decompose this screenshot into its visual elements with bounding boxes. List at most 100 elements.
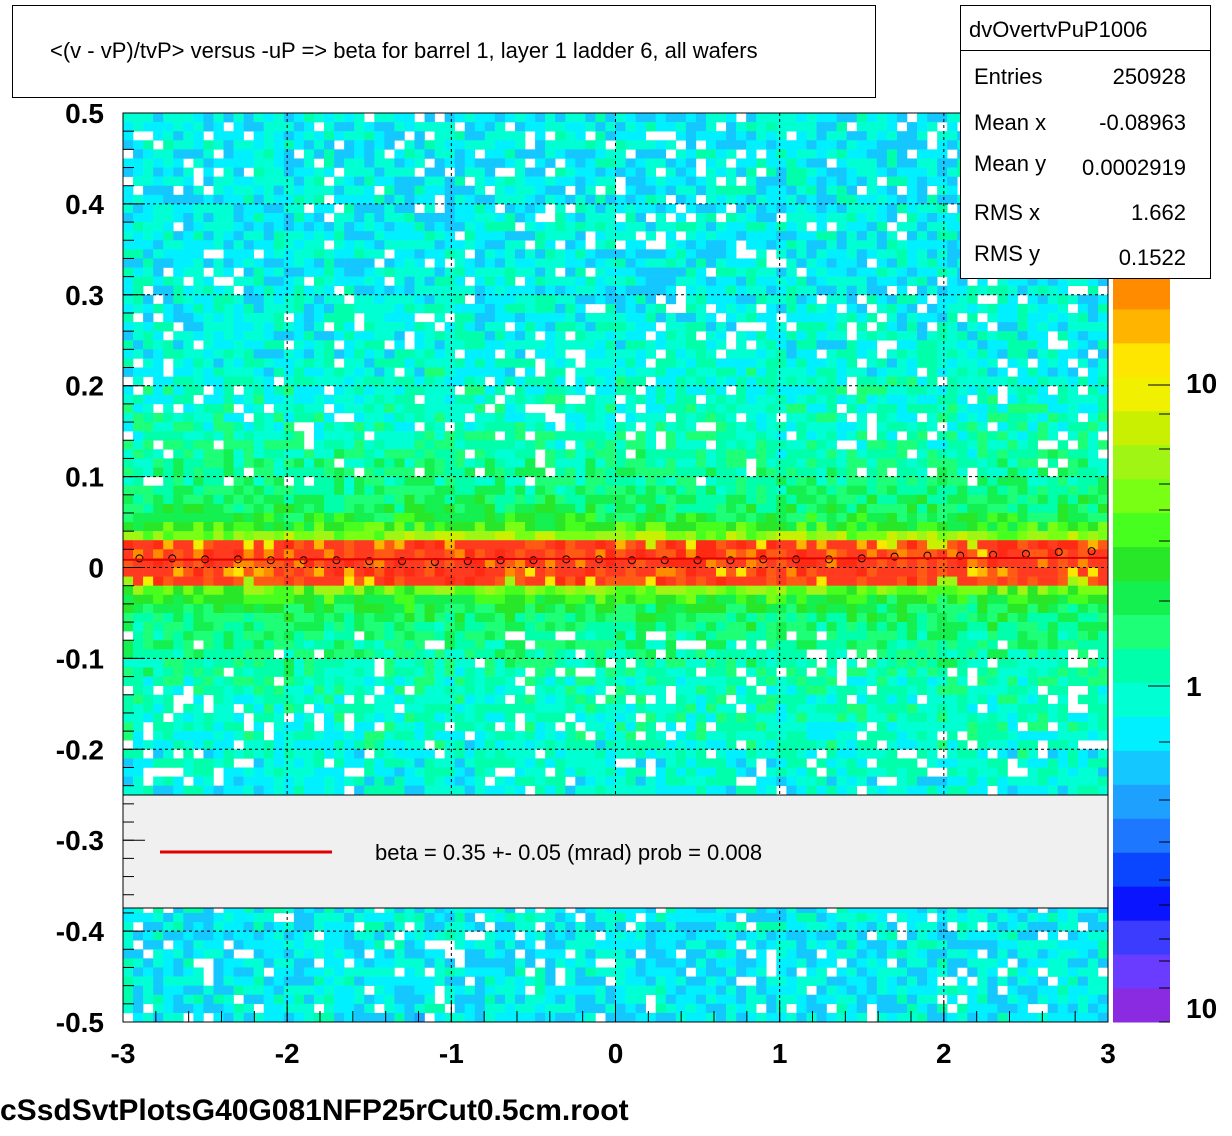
heatmap-cell	[123, 240, 134, 250]
heatmap-cell	[1037, 276, 1048, 287]
heatmap-cell	[917, 440, 928, 450]
heatmap-cell	[927, 267, 938, 277]
heatmap-cell	[826, 449, 837, 459]
heatmap-cell	[685, 440, 697, 450]
heatmap-cell	[977, 376, 988, 386]
heatmap-cell	[263, 431, 275, 441]
heatmap-cell	[826, 549, 837, 559]
heatmap-cell	[133, 258, 144, 268]
heatmap-cell	[625, 503, 636, 514]
heatmap-cell	[243, 349, 254, 359]
heatmap-cell	[474, 594, 486, 605]
heatmap-cell	[474, 403, 486, 414]
heatmap-cell	[525, 440, 536, 450]
heatmap-cell	[253, 540, 265, 550]
heatmap-cell	[836, 258, 847, 268]
heatmap-cell	[655, 276, 667, 287]
heatmap-cell	[404, 158, 415, 168]
heatmap-cell	[685, 431, 697, 441]
heatmap-cell	[474, 585, 486, 596]
heatmap-cell	[374, 122, 385, 132]
heatmap-cell	[886, 303, 898, 314]
heatmap-cell	[494, 212, 506, 223]
heatmap-cell	[1017, 522, 1028, 532]
heatmap-cell	[444, 558, 455, 568]
heatmap-cell	[263, 394, 275, 405]
heatmap-cell	[927, 212, 938, 223]
heatmap-cell	[695, 358, 707, 368]
heatmap-cell	[263, 158, 275, 168]
heatmap-cell	[595, 485, 606, 496]
heatmap-cell	[615, 585, 626, 596]
heatmap-cell	[645, 485, 656, 496]
heatmap-cell	[273, 267, 285, 277]
heatmap-cell	[514, 576, 526, 586]
heatmap-cell	[545, 349, 556, 359]
heatmap-cell	[444, 149, 455, 159]
heatmap-cell	[504, 312, 516, 323]
heatmap-cell	[354, 349, 365, 359]
heatmap-cell	[514, 312, 526, 323]
heatmap-cell	[565, 585, 576, 596]
heatmap-cell	[876, 476, 888, 486]
heatmap-cell	[535, 549, 546, 559]
heatmap-cell	[1007, 385, 1018, 396]
heatmap-cell	[625, 403, 636, 414]
heatmap-cell	[585, 522, 596, 532]
heatmap-cell	[746, 594, 757, 605]
heatmap-cell	[504, 376, 516, 386]
heatmap-cell	[917, 585, 928, 596]
heatmap-cell	[424, 403, 435, 414]
heatmap-cell	[444, 276, 455, 287]
heatmap-cell	[535, 431, 546, 441]
heatmap-cell	[424, 212, 435, 223]
heatmap-cell	[555, 512, 566, 523]
heatmap-cell	[585, 467, 596, 477]
heatmap-cell	[293, 431, 305, 441]
heatmap-cell	[896, 322, 908, 332]
heatmap-cell	[685, 367, 697, 377]
heatmap-cell	[967, 312, 978, 323]
heatmap-cell	[303, 485, 315, 496]
heatmap-cell	[384, 449, 395, 459]
heatmap-cell	[937, 494, 948, 505]
heatmap-cell	[133, 603, 144, 614]
heatmap-cell	[434, 494, 445, 505]
heatmap-cell	[836, 431, 847, 441]
heatmap-cell	[133, 203, 144, 214]
heatmap-cell	[776, 267, 787, 277]
heatmap-cell	[163, 394, 174, 405]
heatmap-cell	[233, 158, 244, 168]
heatmap-cell	[836, 312, 847, 323]
heatmap-cell	[143, 358, 154, 368]
heatmap-cell	[947, 394, 958, 405]
heatmap-cell	[143, 258, 154, 268]
heatmap-cell	[635, 440, 646, 450]
heatmap-cell	[394, 494, 405, 505]
heatmap-cell	[987, 576, 998, 586]
heatmap-cell	[464, 540, 476, 550]
heatmap-cell	[756, 485, 767, 496]
heatmap-cell	[213, 612, 224, 623]
heatmap-cell	[806, 522, 817, 532]
heatmap-cell	[605, 203, 616, 214]
heatmap-cell	[143, 185, 154, 196]
heatmap-cell	[876, 540, 888, 550]
heatmap-cell	[806, 258, 817, 268]
heatmap-cell	[665, 576, 677, 586]
heatmap-cell	[213, 485, 224, 496]
heatmap-cell	[645, 549, 656, 559]
heatmap-cell	[545, 222, 556, 232]
heatmap-cell	[927, 203, 938, 214]
heatmap-cell	[303, 503, 315, 514]
heatmap-cell	[746, 449, 757, 459]
heatmap-cell	[424, 240, 435, 250]
heatmap-cell	[746, 412, 757, 423]
heatmap-cell	[585, 349, 596, 359]
heatmap-cell	[776, 303, 787, 314]
heatmap-cell	[535, 385, 546, 396]
heatmap-cell	[896, 149, 908, 159]
heatmap-cell	[173, 585, 184, 596]
heatmap-cell	[786, 376, 797, 386]
heatmap-cell	[695, 149, 707, 159]
